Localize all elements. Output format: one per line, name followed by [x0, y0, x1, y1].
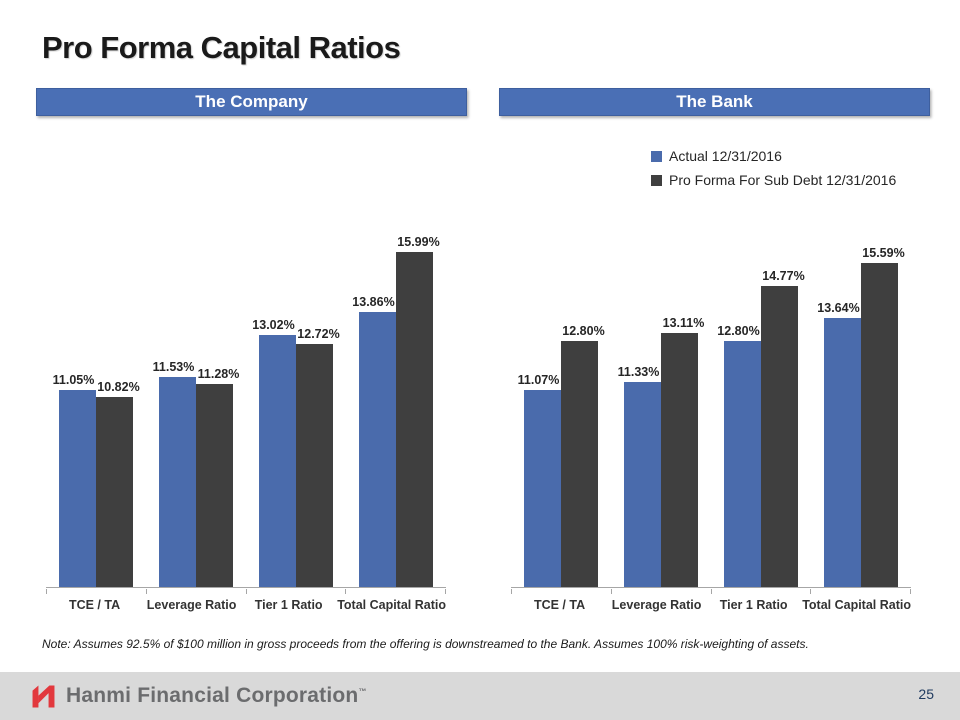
- axis-tick: [910, 589, 911, 594]
- bar-value-label: 15.59%: [862, 246, 905, 261]
- company-name: Hanmi Financial Corporation™: [66, 684, 367, 708]
- trademark-symbol: ™: [358, 687, 367, 696]
- bar-value-label: 12.80%: [717, 324, 760, 339]
- bar-actual: 11.53%: [153, 360, 196, 587]
- x-axis-category-label: TCE / TA: [68, 598, 121, 612]
- bar-value-label: 10.82%: [97, 379, 140, 394]
- bar-actual: 11.33%: [618, 365, 661, 587]
- x-axis-category-label: TCE / TA: [533, 598, 586, 612]
- bar-actual: 13.86%: [352, 295, 396, 587]
- hanmi-logo-icon: [32, 685, 55, 707]
- axis-tick: [511, 589, 512, 594]
- bar-value-label: 13.64%: [817, 300, 860, 315]
- x-axis-ticks: [46, 589, 446, 594]
- axis-tick: [345, 589, 347, 594]
- x-axis-category-label: Tier 1 Ratio: [719, 598, 788, 612]
- legend-swatch-proforma-icon: [651, 174, 662, 186]
- bar-actual: 11.05%: [53, 373, 96, 587]
- bar-value-label: 11.28%: [197, 366, 240, 381]
- bar-value-label: 13.02%: [252, 318, 295, 333]
- legend-item-actual: Actual 12/31/2016: [651, 148, 896, 164]
- bar-group: 13.02% 12.72%: [246, 224, 346, 587]
- plot-area: 11.05% 10.82% 11.53% 11.28% 13.02% 12.72% 13.8…: [46, 224, 446, 588]
- bar-proforma: 12.72%: [296, 327, 340, 587]
- bar-value-label: 12.80%: [562, 324, 605, 339]
- x-axis-category-label: Total Capital Ratio: [802, 598, 911, 612]
- axis-tick: [46, 589, 47, 594]
- x-axis-labels: TCE / TA Leverage Ratio Tier 1 Ratio Total …: [46, 598, 446, 612]
- bar-value-label: 15.99%: [397, 235, 440, 250]
- bar-value-label: 13.86%: [352, 294, 395, 309]
- slide-title: Pro Forma Capital Ratios: [42, 30, 401, 65]
- page-number: 25: [918, 686, 934, 702]
- axis-tick: [145, 589, 147, 594]
- chart-bank: 11.07% 12.80% 11.33% 13.11% 12.80% 14.77% 13.6…: [505, 224, 935, 624]
- bar-proforma: 10.82%: [96, 380, 140, 587]
- bar-value-label: 11.05%: [52, 373, 95, 388]
- section-header-company-label: The Company: [195, 92, 308, 111]
- company-name-text: Hanmi Financial Corporation: [66, 684, 359, 707]
- x-axis-category-label: Total Capital Ratio: [337, 598, 446, 612]
- bar-group: 11.07% 12.80%: [511, 224, 611, 587]
- x-axis-ticks: [511, 589, 911, 594]
- section-header-bank-label: The Bank: [676, 92, 753, 111]
- bar-value-label: 11.33%: [617, 365, 660, 380]
- x-axis-labels: TCE / TA Leverage Ratio Tier 1 Ratio Total …: [511, 598, 911, 612]
- bar-proforma: 12.80%: [561, 324, 605, 587]
- x-axis-category-label: Tier 1 Ratio: [254, 598, 323, 612]
- axis-tick: [710, 589, 712, 594]
- bar-group: 13.64% 15.59%: [811, 224, 911, 587]
- bar-group: 11.05% 10.82%: [46, 224, 146, 587]
- legend-label-actual: Actual 12/31/2016: [669, 148, 782, 164]
- bar-proforma: 13.11%: [661, 316, 704, 587]
- bar-group: 11.53% 11.28%: [146, 224, 246, 587]
- section-header-company: The Company: [36, 88, 467, 116]
- bar-proforma: 11.28%: [196, 367, 239, 587]
- chart-company: 11.05% 10.82% 11.53% 11.28% 13.02% 12.72% 13.8…: [40, 224, 470, 624]
- bar-group: 13.86% 15.99%: [346, 224, 446, 587]
- axis-tick: [445, 589, 446, 594]
- legend-label-proforma: Pro Forma For Sub Debt 12/31/2016: [669, 172, 897, 188]
- section-header-bank: The Bank: [499, 88, 930, 116]
- bar-proforma: 15.99%: [396, 235, 440, 587]
- bar-proforma: 15.59%: [861, 246, 905, 587]
- bar-group: 12.80% 14.77%: [711, 224, 811, 587]
- x-axis-category-label: Leverage Ratio: [611, 598, 702, 612]
- bar-actual: 13.02%: [252, 318, 296, 587]
- chart-legend: Actual 12/31/2016 Pro Forma For Sub Debt…: [651, 148, 896, 196]
- bar-group: 11.33% 13.11%: [611, 224, 711, 587]
- bar-actual: 11.07%: [518, 373, 561, 587]
- bar-value-label: 12.72%: [297, 326, 340, 341]
- axis-tick: [245, 589, 247, 594]
- legend-item-proforma: Pro Forma For Sub Debt 12/31/2016: [651, 172, 896, 188]
- bar-value-label: 13.11%: [662, 315, 705, 330]
- plot-area: 11.07% 12.80% 11.33% 13.11% 12.80% 14.77% 13.6…: [511, 224, 911, 588]
- bar-value-label: 11.07%: [517, 372, 560, 387]
- bar-actual: 13.64%: [817, 301, 861, 587]
- footer-bar: Hanmi Financial Corporation™ 25: [0, 672, 960, 720]
- x-axis-category-label: Leverage Ratio: [146, 598, 237, 612]
- bar-actual: 12.80%: [717, 324, 761, 587]
- legend-swatch-actual-icon: [651, 150, 662, 162]
- footnote: Note: Assumes 92.5% of $100 million in g…: [42, 637, 809, 651]
- axis-tick: [810, 589, 812, 594]
- bar-value-label: 11.53%: [152, 359, 195, 374]
- bar-value-label: 14.77%: [762, 269, 805, 284]
- bar-proforma: 14.77%: [761, 269, 805, 587]
- axis-tick: [610, 589, 612, 594]
